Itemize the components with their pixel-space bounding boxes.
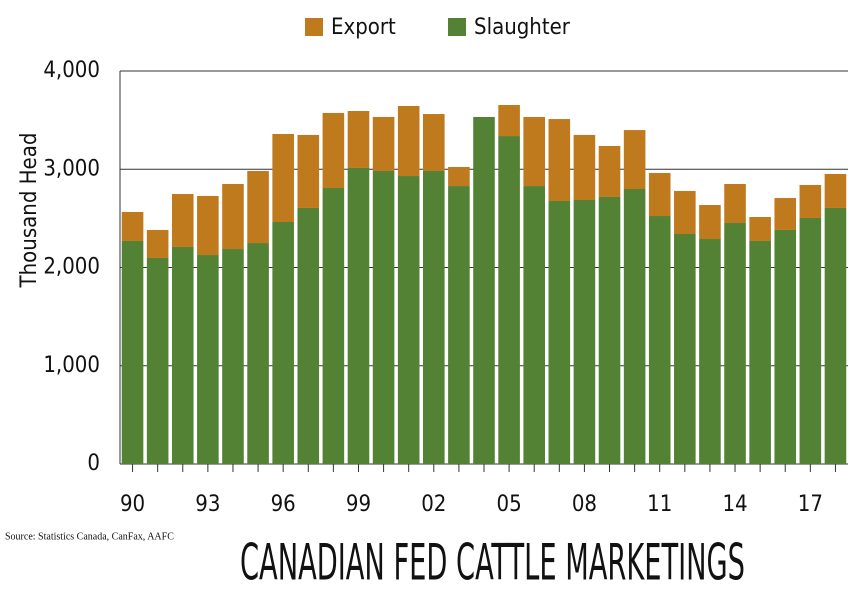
y-tick-label: 0 [87,451,100,476]
bar-segment [498,136,520,464]
bar-segment [498,104,520,137]
bar-segment [749,240,771,464]
bar-segment [699,205,721,240]
bar-segment [623,130,646,189]
x-tick-label: 96 [271,492,296,517]
bar-segment [598,145,621,197]
bar-segment [699,239,721,464]
x-tick-label: 02 [421,492,446,517]
bar-segment [422,114,445,172]
bar-segment [799,184,822,218]
bar-segment [724,183,746,223]
bar-segment [573,134,596,201]
y-axis-label: Thousand Head [17,133,42,289]
x-tick-label: 17 [798,492,823,517]
x-tick-label: 90 [120,492,145,517]
x-tick-label: 14 [722,492,747,517]
bar-segment [749,216,771,241]
bar-segment [297,134,320,208]
legend-swatch [448,18,466,36]
bar-segment [372,171,395,464]
bar-segment [648,172,671,217]
bar-segment [674,190,696,234]
legend-label: Slaughter [474,15,571,40]
bar-segment [171,194,194,247]
bar-segment [146,257,169,464]
bar-segment [297,207,320,464]
bar-segment [272,133,294,223]
bar-segment [548,200,571,465]
y-tick-label: 3,000 [43,156,100,181]
bar-segment [548,119,571,201]
x-tick-label: 05 [497,492,522,517]
x-tick-label: 99 [346,492,371,517]
bar-segment [448,186,470,464]
bar-segment [448,166,470,187]
bar-segment [724,222,746,464]
bar-segment [197,255,219,464]
y-tick-label: 2,000 [43,255,100,280]
bar-segment [623,188,646,465]
x-tick-label: 11 [647,492,672,517]
source: Source: Statistics Canada, CanFax, AAFC [5,531,174,542]
bar-segment [247,243,269,464]
bar-segment [247,171,269,244]
y-tick-label: 1,000 [43,353,100,378]
bar-segment [523,186,546,464]
bar-segment [422,171,445,464]
bar-segment [222,183,244,250]
chart-title: CANADIAN FED CATTLE MARKETINGS [240,534,745,590]
bar-segment [372,116,395,172]
bar-segment [774,229,797,464]
bar-segment [824,173,847,208]
bar-segment [473,116,495,464]
bar-segment [322,112,345,189]
bar-segment [322,188,345,464]
bar-segment [222,249,244,464]
bar-segment [824,207,847,464]
legend-swatch [305,18,323,36]
bar-segment [674,233,696,464]
x-tick-label: 93 [195,492,220,517]
bar-segment [121,211,144,241]
bar-segment [347,167,370,464]
bar-segment [397,105,420,177]
legend-label: Export [331,15,396,40]
y-tick-label: 4,000 [43,58,100,83]
bar-segment [523,116,546,187]
bar-segment [197,195,219,256]
bar-segment [648,216,671,464]
bar-segment [598,196,621,465]
bar-segment [774,198,797,230]
bar-segment [799,217,822,464]
bar-segment [573,200,596,464]
x-tick-label: 08 [572,492,597,517]
bar-segment [347,110,370,168]
bar-segment [272,222,294,464]
bar-segment [171,246,194,464]
bar-segment [397,176,420,465]
bar-segment [146,229,169,258]
bar-segment [121,240,144,464]
